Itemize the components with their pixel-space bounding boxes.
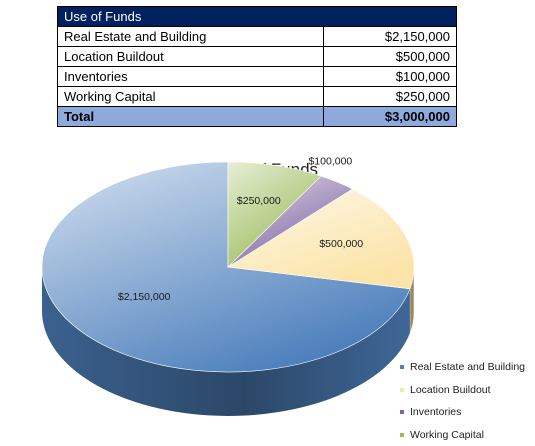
pie-data-label: $500,000 <box>319 238 363 250</box>
legend-label: Working Capital <box>410 429 484 441</box>
pie-data-label: $2,150,000 <box>118 291 171 303</box>
pie-data-label: $100,000 <box>308 155 352 167</box>
legend-item: Location Buildout <box>400 379 525 402</box>
chart-legend: Real Estate and Building Location Buildo… <box>400 356 525 446</box>
legend-swatch <box>400 388 404 392</box>
legend-swatch <box>400 433 404 437</box>
legend-label: Inventories <box>410 406 461 418</box>
pie-data-label: $250,000 <box>237 195 281 207</box>
legend-item: Real Estate and Building <box>400 356 525 379</box>
legend-item: Working Capital <box>400 424 525 446</box>
legend-swatch <box>400 365 404 369</box>
legend-label: Location Buildout <box>410 384 491 396</box>
legend-item: Inventories <box>400 401 525 424</box>
legend-swatch <box>400 410 404 414</box>
legend-label: Real Estate and Building <box>410 361 525 373</box>
